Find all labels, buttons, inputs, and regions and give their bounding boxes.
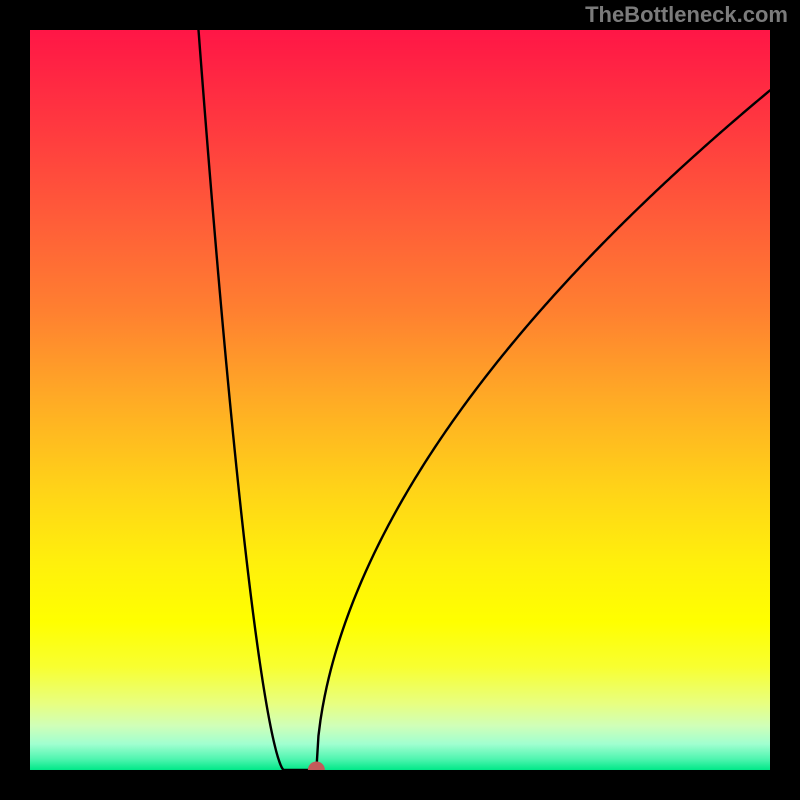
frame-right	[770, 0, 800, 800]
frame-left	[0, 0, 30, 800]
frame-bottom	[0, 770, 800, 800]
chart-container: TheBottleneck.com	[0, 0, 800, 800]
attribution-text: TheBottleneck.com	[585, 2, 788, 27]
bottleneck-chart: TheBottleneck.com	[0, 0, 800, 800]
plot-background	[30, 30, 770, 770]
